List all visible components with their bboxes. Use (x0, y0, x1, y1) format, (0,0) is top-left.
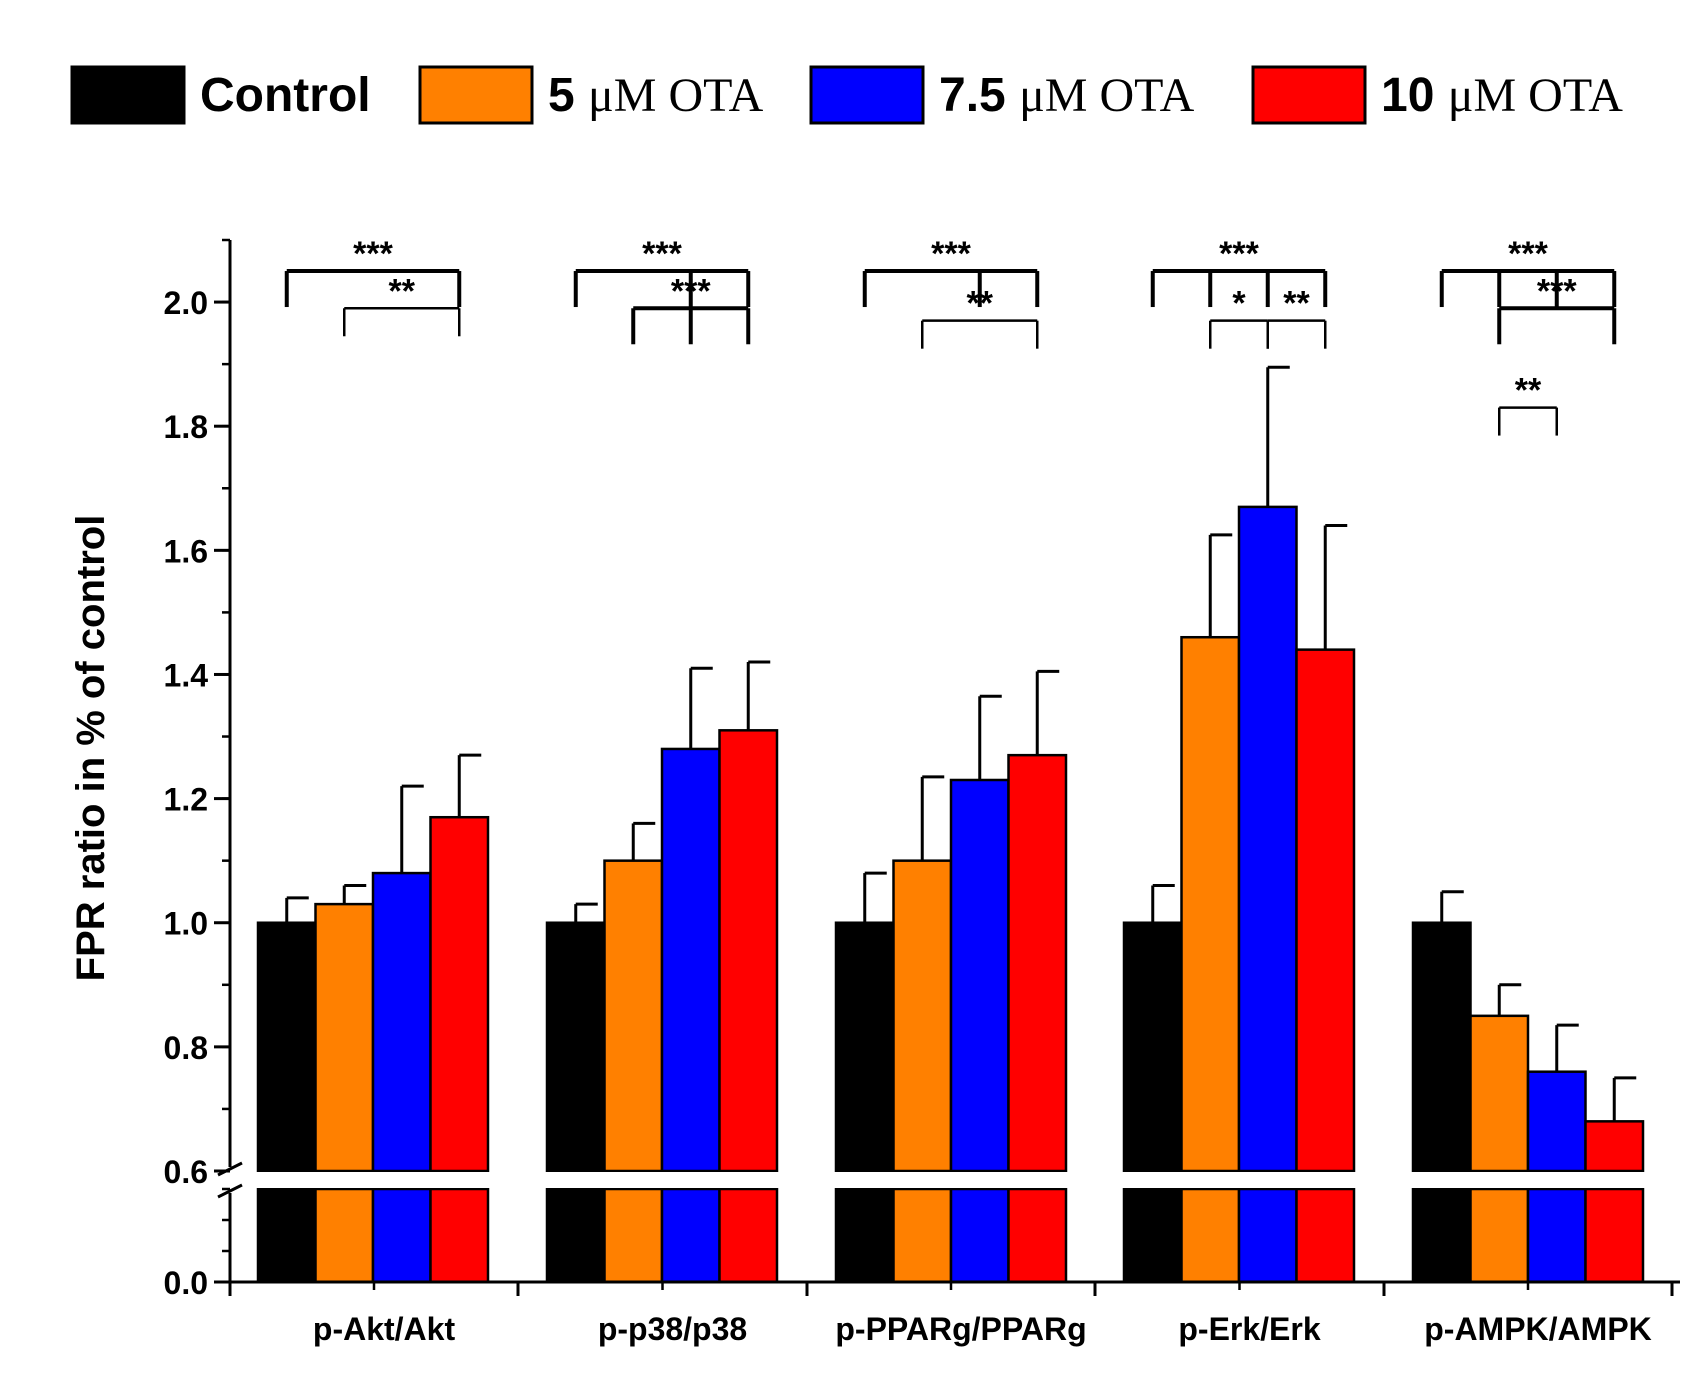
bar-lower-0-0 (256, 1187, 317, 1284)
bar-lower-0-3 (429, 1187, 490, 1284)
x-tick-label-3: p-Erk/Erk (1178, 1311, 1320, 1347)
bar-lower-4-2 (1526, 1187, 1587, 1284)
sig-label-8: ** (1283, 285, 1310, 323)
y-tick-label: 0.6 (164, 1154, 208, 1190)
significance-layer: ******************** ********** (284, 235, 1617, 436)
bar-0-3 (429, 815, 490, 1173)
bar-lower-1-3 (718, 1187, 779, 1284)
y-tick-label: 0.0 (164, 1265, 208, 1301)
bars-layer (256, 505, 1645, 1284)
axis-break-mark-top (217, 1161, 243, 1177)
bar-1-0 (545, 921, 606, 1173)
bar-lower-2-2 (949, 1187, 1010, 1284)
bar-lower-3-3 (1295, 1187, 1356, 1284)
bar-lower-3-2 (1237, 1187, 1298, 1284)
bar-lower-1-0 (545, 1187, 606, 1284)
legend-label-3: 10 μM OTA (1381, 69, 1623, 122)
bar-3-3 (1295, 648, 1356, 1173)
sig-label-9: *** (1508, 235, 1548, 273)
bar-3-2 (1237, 505, 1298, 1173)
x-tick-label-4: p-AMPK/AMPK (1424, 1311, 1652, 1347)
bar-lower-4-0 (1411, 1187, 1472, 1284)
sig-label-11: ** (1515, 372, 1542, 410)
legend-swatch-1 (418, 65, 534, 125)
bar-4-3 (1584, 1120, 1645, 1173)
bar-lower-3-1 (1180, 1187, 1241, 1284)
bar-lower-2-3 (1007, 1187, 1068, 1284)
bar-lower-2-0 (834, 1187, 895, 1284)
y-tick-label: 1.0 (164, 906, 208, 942)
y-tick-label: 0.8 (164, 1030, 208, 1066)
sig-label-4: *** (931, 235, 971, 273)
bar-2-0 (834, 921, 895, 1173)
y-tick-label: 1.8 (164, 409, 208, 445)
bar-lower-4-3 (1584, 1187, 1645, 1284)
sig-label-6: *** (1219, 235, 1259, 273)
x-tick-label-1: p-p38/p38 (598, 1311, 747, 1347)
bar-lower-0-2 (371, 1187, 432, 1284)
y-tick-label: 1.6 (164, 533, 208, 569)
y-tick-label: 1.2 (164, 782, 208, 818)
x-tick-label-2: p-PPARg/PPARg (835, 1311, 1086, 1347)
bar-lower-1-2 (660, 1187, 721, 1284)
sig-label-2: *** (642, 235, 682, 273)
bar-1-2 (660, 747, 721, 1173)
legend-swatch-2 (809, 65, 925, 125)
error-bars-layer (285, 365, 1637, 1122)
bar-2-3 (1007, 753, 1068, 1173)
bar-3-1 (1180, 635, 1241, 1173)
sig-label-5: ** (967, 285, 994, 323)
sig-label-1: ** (389, 272, 416, 310)
x-tick-label-0: p-Akt/Akt (313, 1311, 456, 1347)
sig-label-7: * (1232, 285, 1246, 323)
bar-4-0 (1411, 921, 1472, 1173)
axis-break-mark-bottom (217, 1183, 243, 1199)
legend-label-1: 5 μM OTA (548, 69, 764, 122)
legend: Control 5 μM OTA 7.5 μM OTA 10 μM OTA (70, 65, 1623, 125)
bar-0-1 (314, 902, 375, 1173)
legend-label-0: Control (200, 69, 371, 122)
y-tick-label: 2.0 (164, 285, 208, 321)
axis-break-gap (232, 1172, 1682, 1188)
bar-3-0 (1122, 921, 1183, 1173)
y-axis-label: FPR ratio in % of control (69, 515, 113, 982)
bar-lower-4-1 (1469, 1187, 1530, 1284)
bar-1-1 (603, 859, 664, 1173)
bar-lower-0-1 (314, 1187, 375, 1284)
sig-label-3: *** (671, 272, 711, 310)
bar-2-1 (892, 859, 953, 1173)
bar-2-2 (949, 778, 1010, 1173)
y-tick-label: 1.4 (164, 657, 209, 693)
legend-label-2: 7.5 μM OTA (939, 69, 1195, 122)
bar-lower-2-1 (892, 1187, 953, 1284)
bar-lower-3-0 (1122, 1187, 1183, 1284)
axes-layer: 0.0 0.6 0.8 1.0 1.2 1.4 1.6 1.8 2.0 p-Akt/Akt p-p3… (164, 238, 1682, 1347)
legend-swatch-3 (1251, 65, 1367, 125)
sig-label-0: *** (353, 235, 393, 273)
legend-swatch-0 (70, 65, 186, 125)
sig-label-10: *** (1537, 272, 1577, 310)
bar-0-0 (256, 921, 317, 1173)
bar-0-2 (371, 871, 432, 1173)
bar-4-1 (1469, 1014, 1530, 1173)
bar-lower-1-1 (603, 1187, 664, 1284)
bar-1-3 (718, 729, 779, 1173)
bar-4-2 (1526, 1070, 1587, 1173)
